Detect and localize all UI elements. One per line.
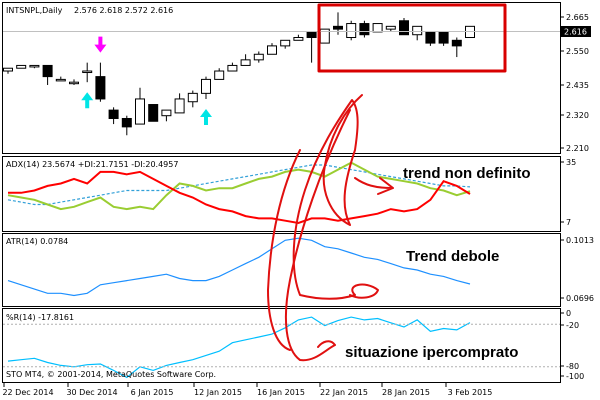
candle [82,62,93,83]
adx-title: ADX(14) 23.5674 +DI:21.7151 -DI:20.4957 [6,160,178,169]
candle [201,76,211,99]
axis-labels: 2.665 2.550 2.435 2.320 2.210 35 7 0.1013 0.0696… [2,13,594,397]
hand-annotations [267,3,507,362]
candle [135,87,145,125]
candle [42,64,53,85]
adx-14-line [7,164,471,206]
buy-arrow-icon [81,92,94,109]
price-title: INTSNPL,Daily [6,6,63,15]
candle [29,64,40,69]
price-tick-label: 2.320 [566,111,589,120]
price-tick-label: 2.550 [566,47,589,56]
candle [108,107,119,125]
x-axis-date-label: 16 Jan 2015 [257,388,305,397]
price-tick-label: 2.435 [566,81,589,90]
x-axis-date-label: 22 Jan 2015 [320,388,368,397]
candle [293,34,304,41]
annotation-trend-debole: Trend debole [406,248,499,265]
candle [359,20,370,38]
adx-tick-label: 7 [566,218,571,227]
atr-line [7,237,471,297]
price-panel-frame [2,2,561,154]
candle [346,20,357,41]
williams-tick-label: -80 [566,362,579,371]
x-axis-date-label: 30 Dec 2014 [66,388,117,397]
adx-lines [7,161,471,225]
copyright-text: STO MT4, © 2001-2014, MetaQuotes Softwar… [6,370,216,379]
candle [267,43,277,55]
candle [280,39,291,49]
atr-14-line [7,237,471,297]
x-axis-date-label: 6 Jan 2015 [131,388,174,397]
candle [412,25,423,41]
di-line [7,161,471,211]
candle [187,90,198,108]
adx-tick-label: 35 [566,158,576,167]
candle [214,68,225,80]
candle [148,104,159,122]
candle [161,109,172,122]
signal-arrows [81,36,212,125]
atr-title: ATR(14) 0.0784 [6,237,68,246]
annotation-arrow-trend [354,177,394,195]
price-tick-label: 2.210 [566,144,589,153]
candle [16,64,27,69]
x-axis-date-label: 22 Dec 2014 [2,388,53,397]
candle [240,54,251,66]
annotation-scribble-upper [292,94,379,300]
williams-tick-label: 0 [566,309,571,318]
candle [227,62,238,72]
williams-r-title: %R(14) -17.8161 [6,313,74,322]
x-axis-date-label: 12 Jan 2015 [194,388,242,397]
current-price-label: 2.616 [564,28,587,37]
atr-tick-label: 0.1013 [566,236,594,245]
r-14-line [7,316,471,379]
williams-tick-label: -20 [566,321,579,330]
annotation-scribble-left [267,149,301,351]
candle [95,62,106,102]
atr-panel-frame [2,233,561,307]
candle [385,25,396,32]
annotation-trend-non-definito: trend non definito [403,165,530,182]
x-axis-date-label: 3 Feb 2015 [448,388,493,397]
x-axis-date-label: 28 Jan 2015 [382,388,430,397]
candle [253,51,264,63]
sell-arrow-icon [94,36,107,53]
atr-tick-label: 0.0696 [566,294,594,303]
candle [372,23,383,33]
candle [333,12,343,35]
annotation-situazione-ipercomprato: situazione ipercomprato [345,344,518,361]
price-header-values: 2.576 2.618 2.572 2.616 [74,6,173,15]
candle [399,17,409,36]
candle [121,115,132,136]
candle [174,93,185,114]
candle [3,67,13,74]
williams-r-line [3,316,560,379]
annotation-scribble-lower [284,109,351,362]
di-line [8,170,471,225]
adx-panel-frame [2,156,561,232]
price-candles [3,12,475,136]
williams-tick-label: -100 [566,372,584,381]
candle [451,37,462,58]
candle [55,76,66,82]
highlight-box [317,3,507,73]
price-tick-label: 2.665 [566,13,589,22]
current-price-marker: 2.616 [3,26,591,37]
williams-panel-frame [2,308,561,383]
candle [69,79,79,85]
buy-arrow-icon [200,108,212,125]
